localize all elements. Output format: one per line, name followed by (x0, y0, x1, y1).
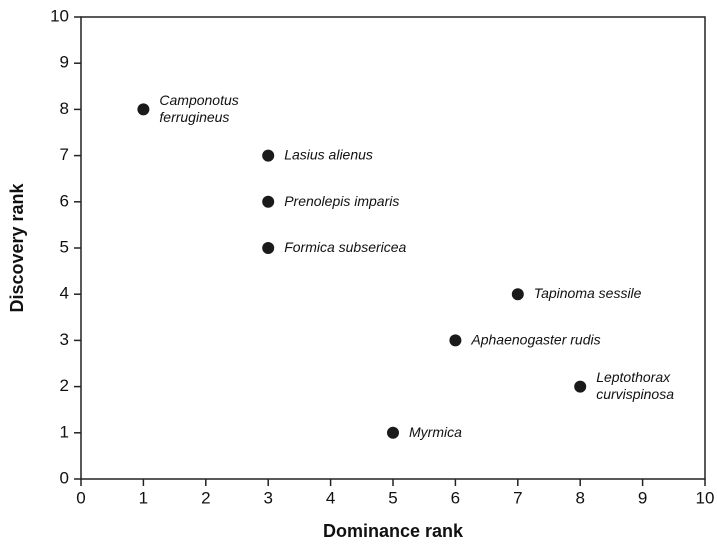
y-tick-label: 4 (60, 284, 69, 303)
point (262, 195, 275, 208)
x-tick-label: 9 (638, 488, 647, 507)
x-tick-label: 2 (201, 488, 210, 507)
point-label-line: Leptothorax (596, 369, 671, 385)
point-label-line: Lasius alienus (284, 146, 373, 162)
point-label: Tapinoma sessile (534, 285, 642, 301)
y-tick-label: 8 (60, 99, 69, 118)
point (262, 242, 275, 254)
point-label: Camponotus ferrugineus (159, 92, 238, 125)
point-label-line: Tapinoma sessile (534, 285, 642, 301)
x-tick-label: 1 (139, 488, 148, 507)
y-tick-label: 5 (60, 237, 69, 256)
y-tick-label: 2 (60, 376, 69, 395)
point-label-line: Formica subsericea (284, 239, 406, 255)
x-tick-label: 5 (388, 488, 397, 507)
y-axis-title: Discovery rank (7, 182, 27, 312)
x-tick-label: 4 (326, 488, 335, 507)
point-label: Myrmica (409, 424, 462, 440)
point (511, 288, 524, 301)
x-tick-label: 0 (76, 488, 85, 507)
y-tick-label: 7 (60, 145, 69, 164)
point-label-line: ferrugineus (159, 109, 229, 125)
point (262, 149, 275, 162)
x-axis-title: Dominance rank (323, 521, 464, 541)
point-label: Formica subsericea (284, 239, 406, 255)
point-label: Lasius alienus (284, 146, 373, 162)
y-tick-label: 3 (60, 330, 69, 349)
point (387, 426, 399, 439)
point-label: Aphaenogaster rudis (470, 331, 600, 347)
point-label: Prenolepis imparis (284, 193, 399, 209)
y-tick-label: 9 (60, 53, 69, 72)
y-tick-label: 0 (60, 468, 69, 487)
x-tick-label: 3 (263, 488, 272, 507)
point-label-line: curvispinosa (596, 386, 674, 402)
point-label-line: Camponotus (159, 92, 238, 108)
point-label: Leptothorax curvispinosa (596, 369, 674, 402)
x-tick-label: 10 (696, 488, 715, 507)
point-label-line: Myrmica (409, 424, 462, 440)
y-tick-label: 1 (60, 422, 69, 441)
x-tick-label: 6 (451, 488, 460, 507)
x-tick-label: 8 (575, 488, 584, 507)
point (137, 103, 150, 116)
y-tick-label: 10 (50, 6, 69, 25)
point-label-line: Prenolepis imparis (284, 193, 399, 209)
point (449, 334, 462, 347)
point (574, 380, 587, 393)
y-tick-label: 6 (60, 191, 69, 210)
point-label-line: Aphaenogaster rudis (470, 331, 600, 347)
x-tick-label: 7 (513, 488, 522, 507)
